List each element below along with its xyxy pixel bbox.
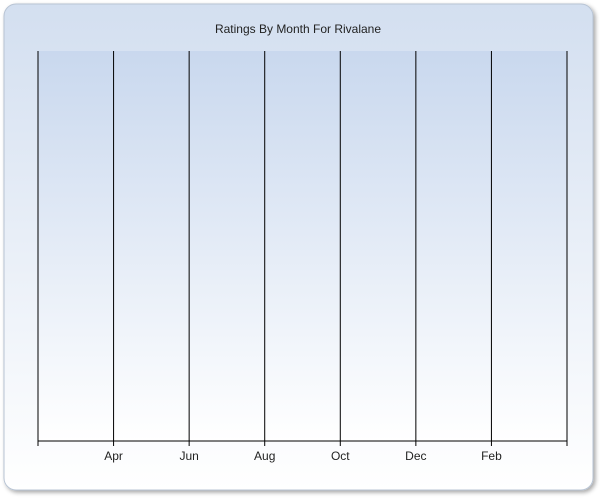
chart-title: Ratings By Month For Rivalane [215,22,381,36]
x-tick-label: Feb [481,449,502,463]
x-tick-label: Apr [104,449,123,463]
x-tick-label: Aug [254,449,275,463]
x-tick-label: Oct [331,449,350,463]
x-tick-label: Jun [179,449,198,463]
x-tick-label: Dec [405,449,426,463]
plot-area [38,51,567,441]
